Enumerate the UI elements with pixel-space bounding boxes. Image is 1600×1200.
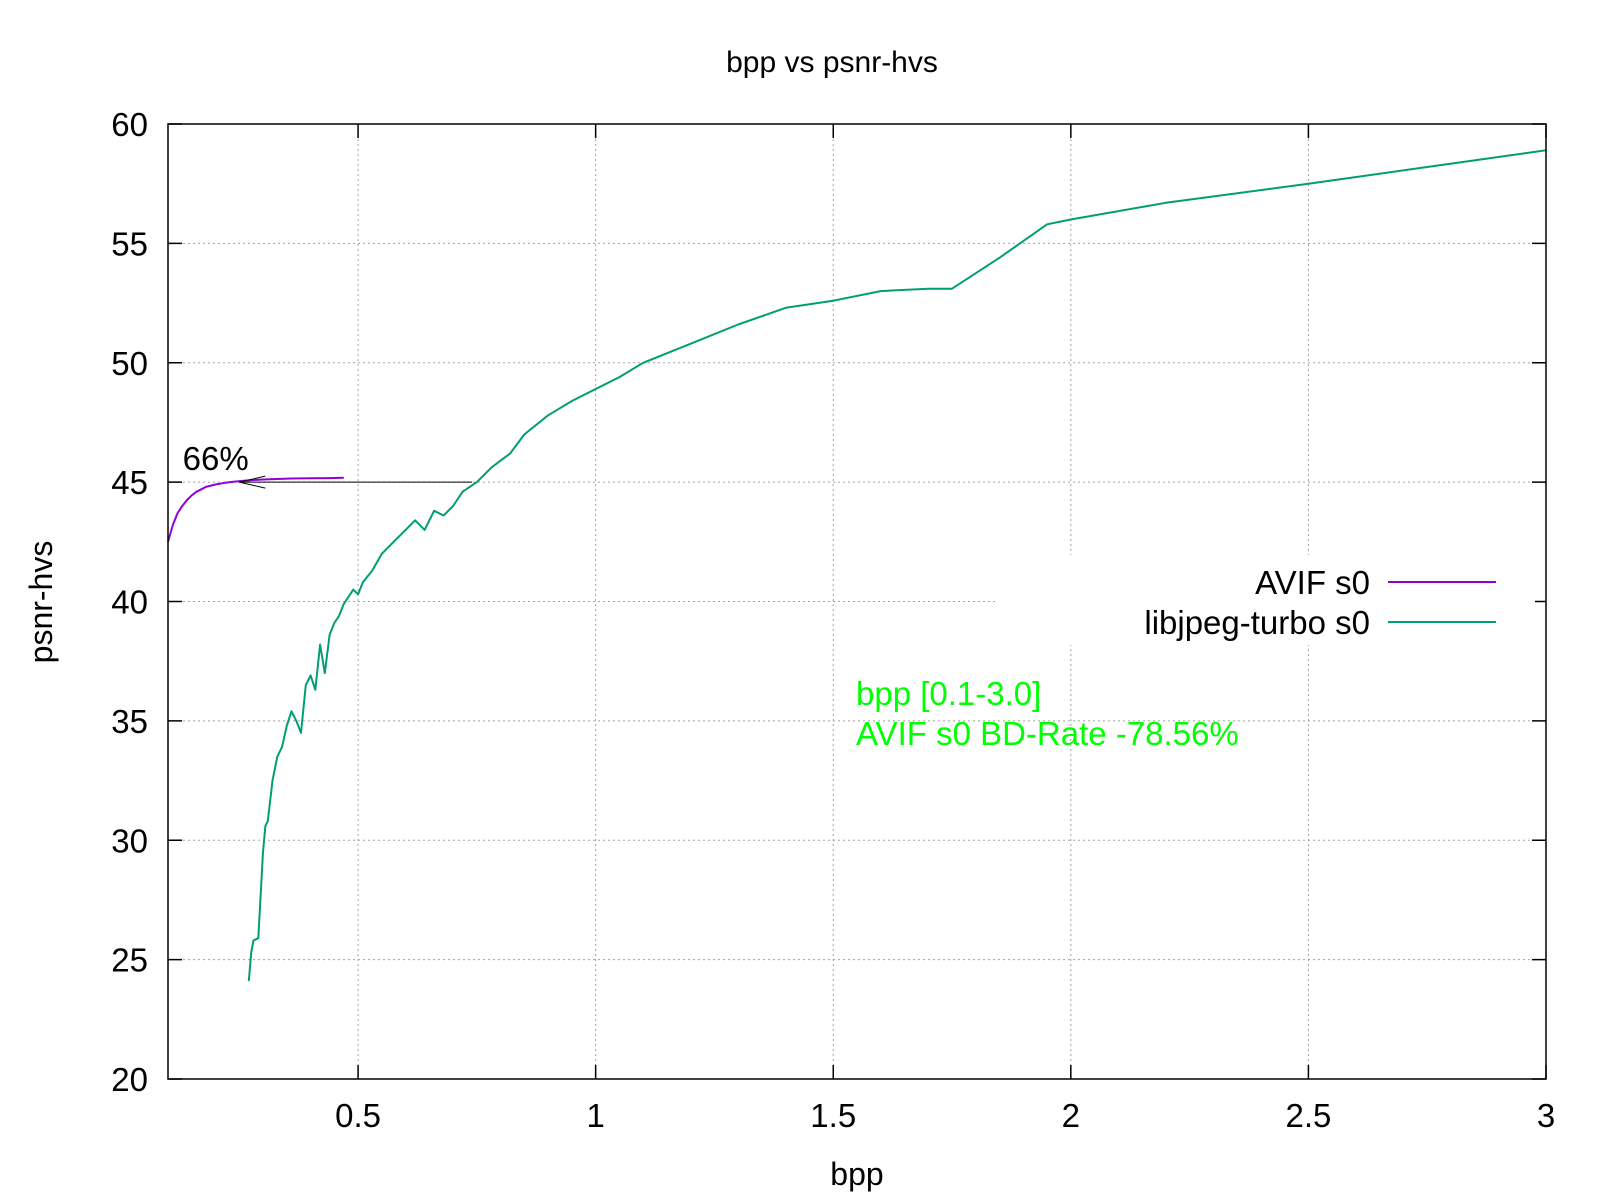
y-tick-label: 50 [111, 345, 148, 382]
x-tick-label: 2.5 [1285, 1097, 1331, 1134]
grid [168, 124, 1546, 1079]
legend-label: AVIF s0 [1255, 564, 1370, 601]
series-line-libjpeg-turbo-s0 [247, 149, 1547, 982]
legend-background [995, 555, 1535, 645]
axis-ticks: 20 25 30 35 40 45 50 55 60 0.5 1 1.5 2 2.5 3 [111, 106, 1555, 1134]
info-line: bpp [0.1-3.0] [856, 675, 1041, 712]
series-lines [167, 149, 1547, 982]
legend-label: libjpeg-turbo s0 [1144, 604, 1370, 641]
x-tick-label: 1.5 [810, 1097, 856, 1134]
y-tick-label: 30 [111, 822, 148, 859]
x-tick-label: 2 [1062, 1097, 1080, 1134]
y-tick-label: 35 [111, 703, 148, 740]
y-tick-label: 60 [111, 106, 148, 143]
x-tick-label: 0.5 [335, 1097, 381, 1134]
y-tick-label: 25 [111, 942, 148, 979]
info-box: bpp [0.1-3.0]AVIF s0 BD-Rate -78.56% [856, 675, 1239, 752]
y-tick-label: 45 [111, 464, 148, 501]
y-tick-label: 20 [111, 1061, 148, 1098]
y-tick-label: 40 [111, 584, 148, 621]
x-axis-label: bpp [830, 1156, 883, 1192]
chart-title: bpp vs psnr-hvs [726, 46, 938, 79]
x-tick-label: 1 [586, 1097, 604, 1134]
info-line: AVIF s0 BD-Rate -78.56% [856, 715, 1239, 752]
annotation-arrowhead [239, 475, 266, 489]
annotation-label: 66% [183, 440, 249, 477]
y-axis-label: psnr-hvs [23, 541, 59, 664]
annotations: 66% [183, 440, 473, 489]
x-tick-label: 3 [1537, 1097, 1555, 1134]
plot-frame [167, 123, 1547, 1080]
y-tick-label: 55 [111, 225, 148, 262]
series-line-avif-s0 [167, 476, 344, 543]
